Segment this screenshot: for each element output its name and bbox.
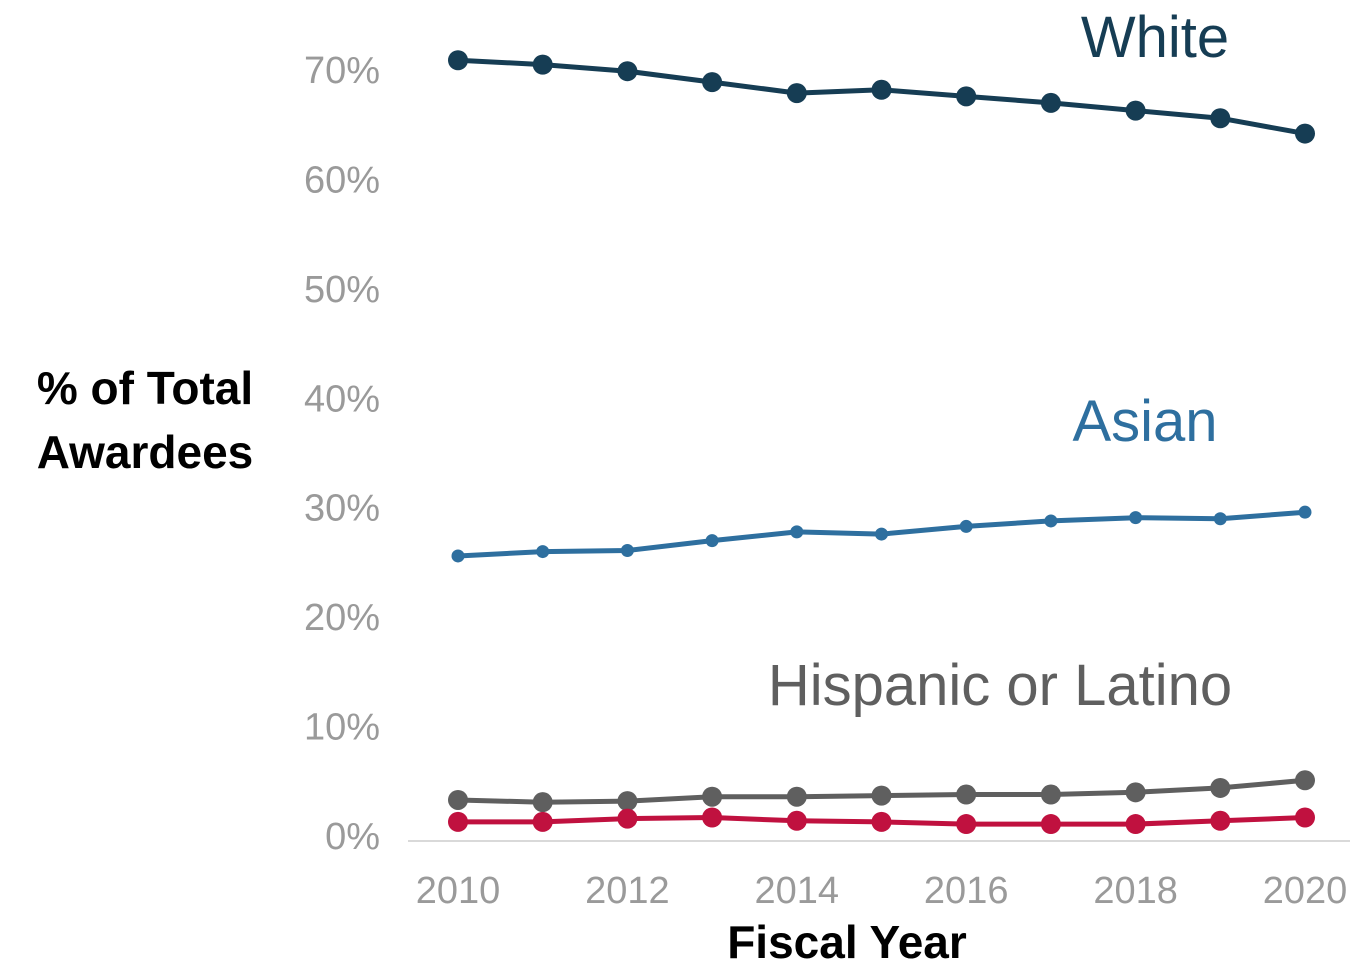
data-point-asian-2014	[790, 525, 804, 539]
data-point-series-4-2015	[871, 811, 892, 832]
data-point-white-2014	[786, 83, 807, 104]
data-point-series-4-2014	[786, 810, 807, 831]
x-tick-label: 2010	[416, 870, 501, 912]
y-tick-label: 40%	[304, 378, 380, 420]
y-tick-label: 30%	[304, 488, 380, 530]
data-point-series-4-2011	[532, 811, 553, 832]
data-point-series-4-2019	[1210, 810, 1231, 831]
data-point-asian-2011	[536, 545, 550, 559]
x-axis-title: Fiscal Year	[727, 916, 967, 961]
data-point-white-2018	[1125, 100, 1146, 121]
series-layer	[448, 50, 1315, 835]
data-point-asian-2018	[1129, 511, 1143, 525]
x-tick-label: 2018	[1093, 870, 1178, 912]
x-tick-label: 2020	[1263, 870, 1348, 912]
data-point-white-2012	[617, 61, 638, 82]
data-point-hispanic-or-latino-2013	[702, 786, 723, 807]
data-point-series-4-2020	[1295, 807, 1315, 828]
data-point-white-2010	[448, 50, 468, 71]
y-tick-label: 0%	[325, 816, 380, 858]
data-point-asian-2020	[1298, 505, 1312, 519]
data-point-asian-2015	[875, 527, 888, 541]
data-point-hispanic-or-latino-2010	[448, 789, 468, 810]
data-point-white-2011	[532, 54, 553, 75]
data-point-hispanic-or-latino-2015	[871, 785, 892, 806]
data-point-hispanic-or-latino-2017	[1040, 784, 1061, 805]
y-tick-label: 20%	[304, 597, 380, 639]
x-axis-ticks: 2010 2012 2014 2016 2018 2020	[416, 870, 1348, 912]
y-axis-ticks: 0% 10% 20% 30% 40% 50% 60% 70%	[304, 50, 380, 858]
data-point-series-4-2018	[1125, 814, 1146, 835]
series-asian	[451, 505, 1312, 563]
data-point-white-2017	[1040, 92, 1061, 113]
data-point-hispanic-or-latino-2014	[786, 786, 807, 807]
data-point-asian-2016	[959, 519, 973, 533]
data-point-white-2020	[1295, 123, 1315, 144]
data-point-series-4-2010	[448, 811, 468, 832]
data-point-hispanic-or-latino-2012	[617, 791, 638, 812]
data-point-hispanic-or-latino-2011	[532, 792, 553, 813]
series-white	[448, 50, 1315, 144]
data-point-series-4-2016	[956, 814, 977, 835]
series-series-4	[448, 807, 1315, 835]
x-tick-label: 2014	[755, 870, 840, 912]
y-tick-label: 60%	[304, 159, 380, 201]
data-point-hispanic-or-latino-2019	[1210, 777, 1231, 798]
data-point-asian-2013	[705, 534, 719, 548]
series-label-asian: Asian	[1072, 389, 1217, 454]
data-point-series-4-2017	[1040, 814, 1061, 835]
series-label-white: White	[1081, 5, 1229, 70]
x-tick-label: 2016	[924, 870, 1009, 912]
data-point-white-2019	[1210, 108, 1231, 129]
data-point-hispanic-or-latino-2020	[1295, 770, 1315, 791]
data-point-white-2016	[956, 86, 977, 107]
data-point-asian-2017	[1044, 514, 1058, 528]
data-point-hispanic-or-latino-2018	[1125, 782, 1146, 803]
data-point-series-4-2013	[702, 807, 723, 828]
series-label-hispanic-or-latino: Hispanic or Latino	[768, 653, 1232, 718]
x-tick-label: 2012	[585, 870, 670, 912]
data-point-asian-2012	[620, 543, 634, 557]
data-point-hispanic-or-latino-2016	[956, 784, 977, 805]
data-point-asian-2019	[1213, 512, 1227, 526]
y-tick-label: 50%	[304, 269, 380, 311]
y-tick-label: 10%	[304, 707, 380, 749]
y-axis-title-line-1: % of Total	[37, 362, 253, 414]
y-axis-title-line-2: Awardees	[37, 426, 254, 478]
y-tick-label: 70%	[304, 50, 380, 92]
series-hispanic-or-latino	[448, 770, 1315, 813]
data-point-white-2015	[871, 79, 892, 100]
data-point-series-4-2012	[617, 808, 638, 829]
data-point-white-2013	[702, 72, 723, 93]
data-point-asian-2010	[451, 549, 465, 563]
